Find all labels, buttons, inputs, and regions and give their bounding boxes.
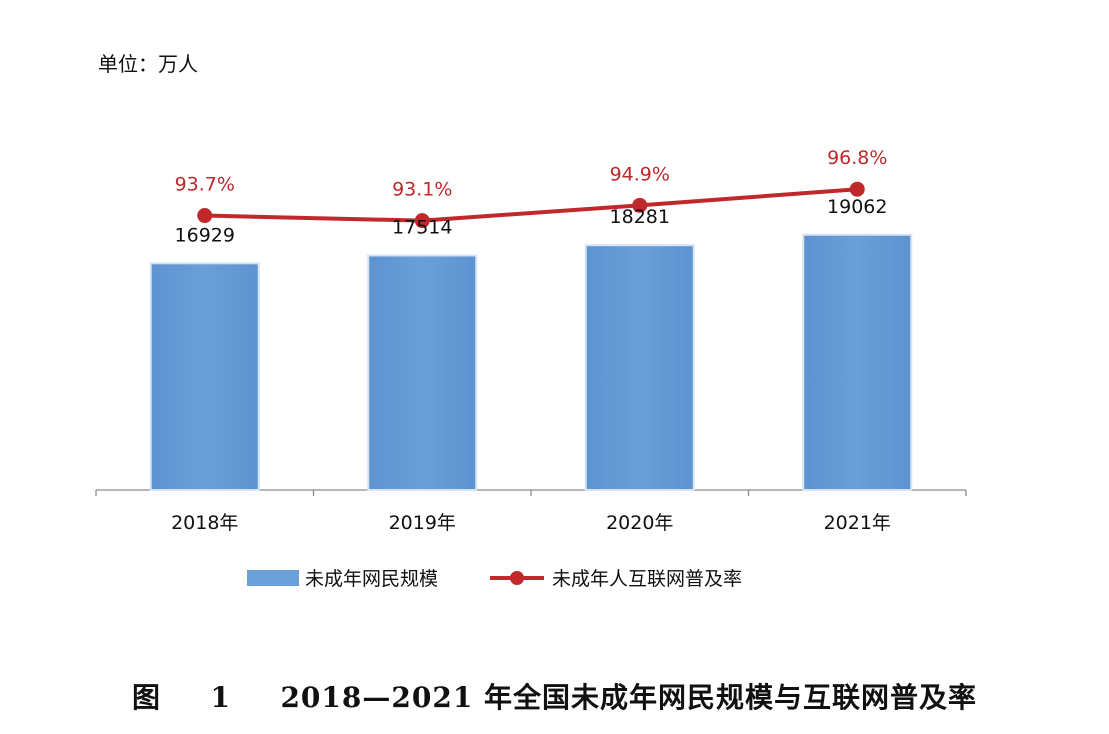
line-value-label: 94.9% — [610, 163, 670, 185]
rate-point-2021年 — [849, 181, 865, 197]
figure-caption: 图 1 2018—2021 年全国未成年网民规模与互联网普及率 — [0, 676, 1109, 716]
line-value-label: 96.8% — [827, 147, 887, 169]
line-value-label: 93.1% — [392, 179, 452, 201]
x-tick-label: 2021年 — [824, 512, 891, 534]
rate-point-2019年 — [414, 213, 430, 229]
bar-value-label: 18281 — [610, 206, 670, 228]
bar-2018年 — [149, 262, 260, 491]
unit-label: 单位：万人 — [98, 52, 198, 76]
bar-value-label: 16929 — [175, 224, 235, 246]
x-tick-label: 2020年 — [606, 512, 673, 534]
legend-bar-swatch — [247, 570, 299, 586]
bar-value-label: 17514 — [392, 216, 452, 238]
caption-prefix: 图 — [131, 681, 161, 714]
legend-line-label: 未成年人互联网普及率 — [552, 568, 742, 590]
bar-2020年 — [584, 244, 695, 491]
caption-number: 1 — [210, 681, 231, 714]
line-value-label: 93.7% — [175, 174, 235, 196]
x-tick-label: 2018年 — [171, 512, 238, 534]
rate-point-2018年 — [197, 208, 213, 224]
x-tick-label: 2019年 — [389, 512, 456, 534]
rate-line — [204, 187, 858, 223]
rate-point-2020年 — [632, 197, 648, 213]
bar-2021年 — [802, 233, 913, 491]
bar-value-label: 19062 — [827, 196, 887, 218]
caption-title: 2018—2021 年全国未成年网民规模与互联网普及率 — [280, 681, 978, 714]
bar-2019年 — [367, 254, 478, 491]
legend-bar-label: 未成年网民规模 — [305, 568, 438, 590]
legend-line-marker — [510, 571, 524, 585]
